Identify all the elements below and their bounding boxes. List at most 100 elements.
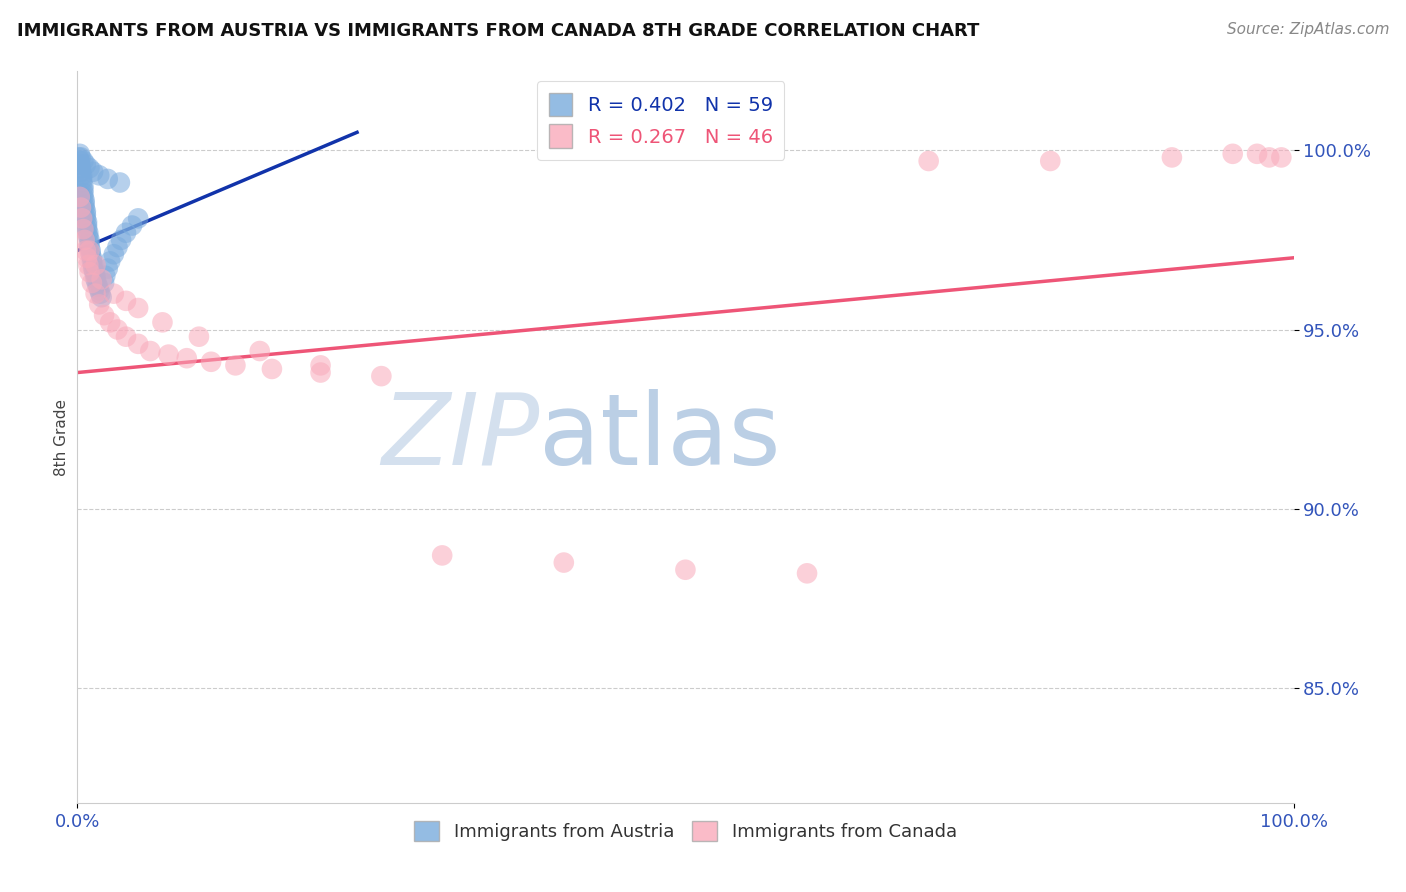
Point — [1246, 146, 1268, 161]
Point — [430, 549, 453, 563]
Point — [82, 165, 104, 179]
Point — [79, 161, 101, 176]
Point — [70, 201, 93, 215]
Point — [188, 329, 211, 343]
Point — [93, 308, 115, 322]
Point — [115, 293, 138, 308]
Point — [98, 254, 121, 268]
Point — [260, 362, 283, 376]
Point — [127, 336, 149, 351]
Point — [107, 322, 129, 336]
Point — [77, 229, 100, 244]
Point — [73, 233, 96, 247]
Point — [82, 261, 104, 276]
Text: Source: ZipAtlas.com: Source: ZipAtlas.com — [1226, 22, 1389, 37]
Point — [1258, 150, 1281, 164]
Point — [72, 222, 94, 236]
Point — [72, 190, 94, 204]
Point — [152, 315, 174, 329]
Point — [79, 240, 101, 254]
Point — [69, 146, 91, 161]
Point — [98, 315, 121, 329]
Point — [80, 247, 103, 261]
Point — [86, 276, 108, 290]
Point — [70, 165, 93, 179]
Point — [73, 194, 96, 208]
Legend: Immigrants from Austria, Immigrants from Canada: Immigrants from Austria, Immigrants from… — [406, 814, 965, 848]
Point — [75, 204, 97, 219]
Point — [79, 265, 101, 279]
Point — [103, 286, 125, 301]
Point — [75, 158, 97, 172]
Point — [553, 556, 575, 570]
Point — [121, 219, 143, 233]
Point — [73, 197, 96, 211]
Text: ZIP: ZIP — [381, 389, 540, 485]
Point — [76, 219, 98, 233]
Point — [94, 268, 117, 283]
Point — [309, 366, 332, 380]
Point — [309, 359, 332, 373]
Point — [675, 563, 697, 577]
Point — [72, 153, 94, 168]
Point — [77, 226, 100, 240]
Point — [75, 244, 97, 258]
Point — [89, 169, 111, 183]
Point — [89, 283, 111, 297]
Y-axis label: 8th Grade: 8th Grade — [53, 399, 69, 475]
Point — [97, 261, 120, 276]
Point — [370, 369, 392, 384]
Point — [69, 153, 91, 168]
Point — [108, 176, 131, 190]
Point — [127, 211, 149, 226]
Point — [127, 301, 149, 315]
Point — [103, 247, 125, 261]
Point — [79, 233, 101, 247]
Point — [157, 348, 180, 362]
Point — [80, 251, 103, 265]
Point — [90, 290, 112, 304]
Point — [796, 566, 818, 581]
Point — [70, 150, 93, 164]
Point — [70, 176, 93, 190]
Point — [110, 233, 132, 247]
Point — [67, 150, 90, 164]
Point — [1161, 150, 1184, 164]
Point — [249, 344, 271, 359]
Point — [72, 186, 94, 201]
Text: IMMIGRANTS FROM AUSTRIA VS IMMIGRANTS FROM CANADA 8TH GRADE CORRELATION CHART: IMMIGRANTS FROM AUSTRIA VS IMMIGRANTS FR… — [17, 22, 979, 40]
Point — [76, 222, 98, 236]
Point — [1222, 146, 1244, 161]
Point — [80, 276, 103, 290]
Point — [69, 190, 91, 204]
Point — [89, 286, 111, 301]
Point — [76, 215, 98, 229]
Point — [84, 286, 107, 301]
Point — [82, 258, 104, 272]
Point — [79, 244, 101, 258]
Point — [200, 355, 222, 369]
Point — [89, 297, 111, 311]
Point — [87, 279, 110, 293]
Point — [70, 211, 93, 226]
Point — [80, 254, 103, 268]
Point — [80, 244, 103, 258]
Point — [176, 351, 198, 366]
Point — [77, 258, 100, 272]
Point — [115, 329, 138, 343]
Point — [84, 268, 107, 283]
Point — [115, 226, 138, 240]
Point — [1270, 150, 1292, 164]
Point — [75, 211, 97, 226]
Point — [75, 208, 97, 222]
Point — [70, 172, 93, 186]
Text: atlas: atlas — [540, 389, 782, 485]
Point — [97, 172, 120, 186]
Point — [224, 359, 246, 373]
Point — [73, 201, 96, 215]
Point — [69, 158, 91, 172]
Point — [84, 272, 107, 286]
Point — [90, 272, 112, 286]
Point — [107, 240, 129, 254]
Point — [84, 258, 107, 272]
